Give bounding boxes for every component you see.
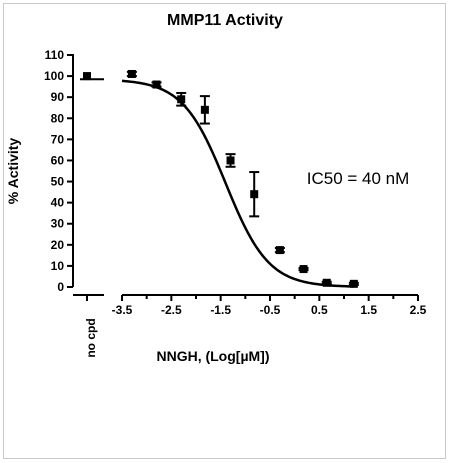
- y-tick-label: 0: [57, 280, 64, 294]
- data-marks: [80, 69, 359, 288]
- x-tick-label: 2.5: [410, 303, 427, 317]
- y-axis-label: % Activity: [5, 138, 21, 205]
- y-tick-label: 100: [44, 69, 64, 83]
- data-point: [127, 69, 136, 78]
- y-tick-label: 90: [51, 90, 65, 104]
- data-point: [226, 156, 235, 165]
- y-tick-label: 40: [51, 196, 65, 210]
- y-tick-label: 10: [51, 259, 65, 273]
- data-point: [349, 279, 358, 288]
- y-tick-label: 110: [45, 48, 65, 62]
- data-point: [200, 105, 209, 114]
- axes: 0 10 20 30 40 50 60 70 80 90 100 110 -3.5 -2.5 -1.5 -0.…: [44, 48, 427, 317]
- x-tick-label: 1.5: [360, 303, 377, 317]
- data-point: [322, 278, 331, 287]
- x-tick-label: -1.5: [210, 303, 231, 317]
- y-tick-label: 70: [51, 132, 65, 146]
- chart-frame: [3, 3, 446, 459]
- chart-title: MMP11 Activity: [167, 12, 283, 29]
- no-cpd-point: [83, 72, 91, 81]
- data-point: [299, 265, 308, 274]
- data-point: [275, 246, 284, 255]
- data-point: [152, 80, 161, 89]
- y-tick-label: 30: [51, 217, 65, 231]
- y-tick-label: 80: [51, 111, 65, 125]
- x-tick-label: -0.5: [260, 303, 281, 317]
- data-point: [177, 95, 186, 104]
- y-tick-label: 50: [51, 175, 65, 189]
- x-tick-label: -2.5: [161, 303, 182, 317]
- no-cpd-label: no cpd: [84, 318, 98, 357]
- fit-curve: [121, 79, 354, 288]
- x-tick-label: -3.5: [112, 303, 133, 317]
- x-axis-label: NNGH, (Log[µM]): [156, 348, 269, 364]
- ic50-annotation: IC50 = 40 nM: [307, 169, 410, 188]
- y-tick-label: 20: [51, 238, 65, 252]
- y-tick-label: 60: [51, 153, 65, 167]
- data-point: [250, 190, 259, 199]
- x-tick-label: 0.5: [311, 303, 328, 317]
